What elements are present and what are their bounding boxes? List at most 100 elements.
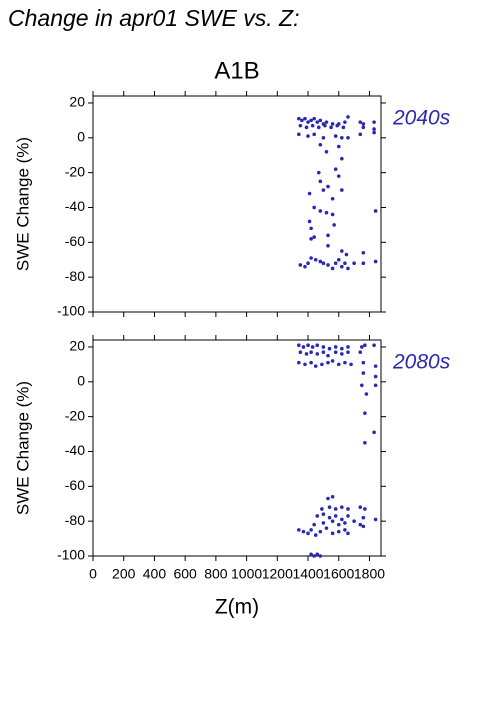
plot-frame bbox=[92, 95, 382, 313]
data-point bbox=[316, 170, 321, 175]
data-point bbox=[321, 350, 326, 354]
data-point bbox=[304, 125, 309, 130]
data-point bbox=[309, 256, 313, 260]
x-tick-label: 1200 bbox=[262, 566, 293, 582]
data-point bbox=[363, 343, 367, 348]
data-point bbox=[330, 266, 335, 271]
data-point bbox=[306, 120, 310, 124]
data-point bbox=[336, 529, 341, 534]
data-point bbox=[301, 345, 306, 349]
y-tick-label: -60 bbox=[65, 477, 85, 493]
data-point bbox=[312, 205, 316, 210]
data-point bbox=[330, 359, 335, 363]
page-title: Change in apr01 SWE vs. Z: bbox=[8, 5, 299, 31]
data-point bbox=[312, 554, 316, 558]
y-tick-label: -80 bbox=[65, 512, 85, 528]
data-point bbox=[298, 123, 303, 128]
data-point bbox=[361, 371, 366, 375]
chart-title: A1B bbox=[214, 57, 259, 84]
data-point bbox=[333, 134, 338, 138]
data-point bbox=[310, 123, 315, 128]
data-point bbox=[330, 212, 335, 217]
data-point bbox=[373, 374, 378, 379]
data-point bbox=[306, 531, 310, 536]
data-point bbox=[340, 136, 344, 140]
data-point bbox=[326, 360, 330, 365]
data-point bbox=[346, 531, 350, 536]
data-point bbox=[321, 136, 326, 140]
y-tick-label: -20 bbox=[65, 163, 85, 179]
data-point bbox=[361, 515, 366, 520]
data-point bbox=[309, 237, 313, 241]
data-point bbox=[326, 184, 330, 189]
data-point bbox=[361, 261, 366, 266]
data-point bbox=[306, 261, 310, 266]
data-point bbox=[373, 259, 378, 264]
data-point bbox=[340, 505, 344, 510]
y-tick-label: -40 bbox=[65, 442, 85, 458]
data-point bbox=[326, 263, 330, 267]
data-point bbox=[297, 528, 301, 532]
x-tick-label: 1000 bbox=[231, 566, 262, 582]
x-tick-label: 1400 bbox=[292, 566, 323, 582]
data-point bbox=[333, 261, 338, 266]
data-point bbox=[324, 120, 329, 124]
data-point bbox=[315, 120, 320, 124]
data-point bbox=[330, 196, 335, 201]
data-point bbox=[298, 350, 303, 354]
data-point bbox=[361, 250, 366, 255]
data-point bbox=[304, 352, 309, 356]
data-point bbox=[340, 346, 344, 351]
data-point bbox=[330, 494, 335, 499]
data-point bbox=[346, 514, 350, 518]
data-point bbox=[306, 343, 310, 348]
data-point bbox=[346, 507, 350, 511]
data-point bbox=[361, 360, 366, 365]
series-label: 2080s bbox=[392, 351, 451, 374]
data-point bbox=[340, 352, 344, 356]
data-point bbox=[364, 392, 369, 396]
data-point bbox=[326, 496, 330, 501]
data-point bbox=[346, 266, 350, 271]
data-point bbox=[373, 209, 378, 213]
x-tick-label: 600 bbox=[173, 566, 197, 582]
data-point bbox=[321, 188, 326, 192]
data-point bbox=[324, 149, 329, 154]
data-point bbox=[297, 343, 301, 348]
data-point bbox=[318, 529, 323, 534]
data-point bbox=[329, 125, 333, 130]
y-tick-label: 0 bbox=[77, 373, 85, 389]
x-tick-label: 1800 bbox=[354, 566, 385, 582]
x-tick-label: 200 bbox=[112, 566, 136, 582]
data-point bbox=[321, 512, 326, 516]
data-point bbox=[346, 345, 350, 349]
data-point bbox=[297, 116, 301, 121]
data-point bbox=[336, 522, 341, 527]
data-point bbox=[336, 174, 341, 178]
data-point bbox=[324, 210, 329, 215]
data-point bbox=[313, 257, 318, 262]
data-point bbox=[326, 233, 330, 238]
data-point bbox=[344, 252, 349, 257]
data-point bbox=[330, 531, 335, 536]
data-point bbox=[363, 507, 367, 511]
data-point bbox=[312, 235, 316, 239]
data-point bbox=[315, 352, 320, 356]
data-point bbox=[320, 507, 324, 511]
data-point bbox=[327, 515, 332, 520]
data-point bbox=[318, 554, 323, 558]
data-point bbox=[373, 383, 378, 388]
data-point bbox=[352, 519, 356, 523]
y-tick-label: -100 bbox=[57, 547, 85, 563]
data-point bbox=[320, 362, 324, 367]
data-point bbox=[301, 529, 306, 534]
data-point bbox=[298, 263, 303, 267]
data-point bbox=[372, 130, 376, 135]
data-point bbox=[358, 505, 363, 510]
data-point bbox=[358, 120, 363, 124]
data-point bbox=[330, 519, 335, 523]
data-point bbox=[343, 120, 347, 124]
data-point bbox=[340, 264, 344, 269]
data-point bbox=[372, 127, 376, 131]
data-point bbox=[358, 132, 363, 137]
